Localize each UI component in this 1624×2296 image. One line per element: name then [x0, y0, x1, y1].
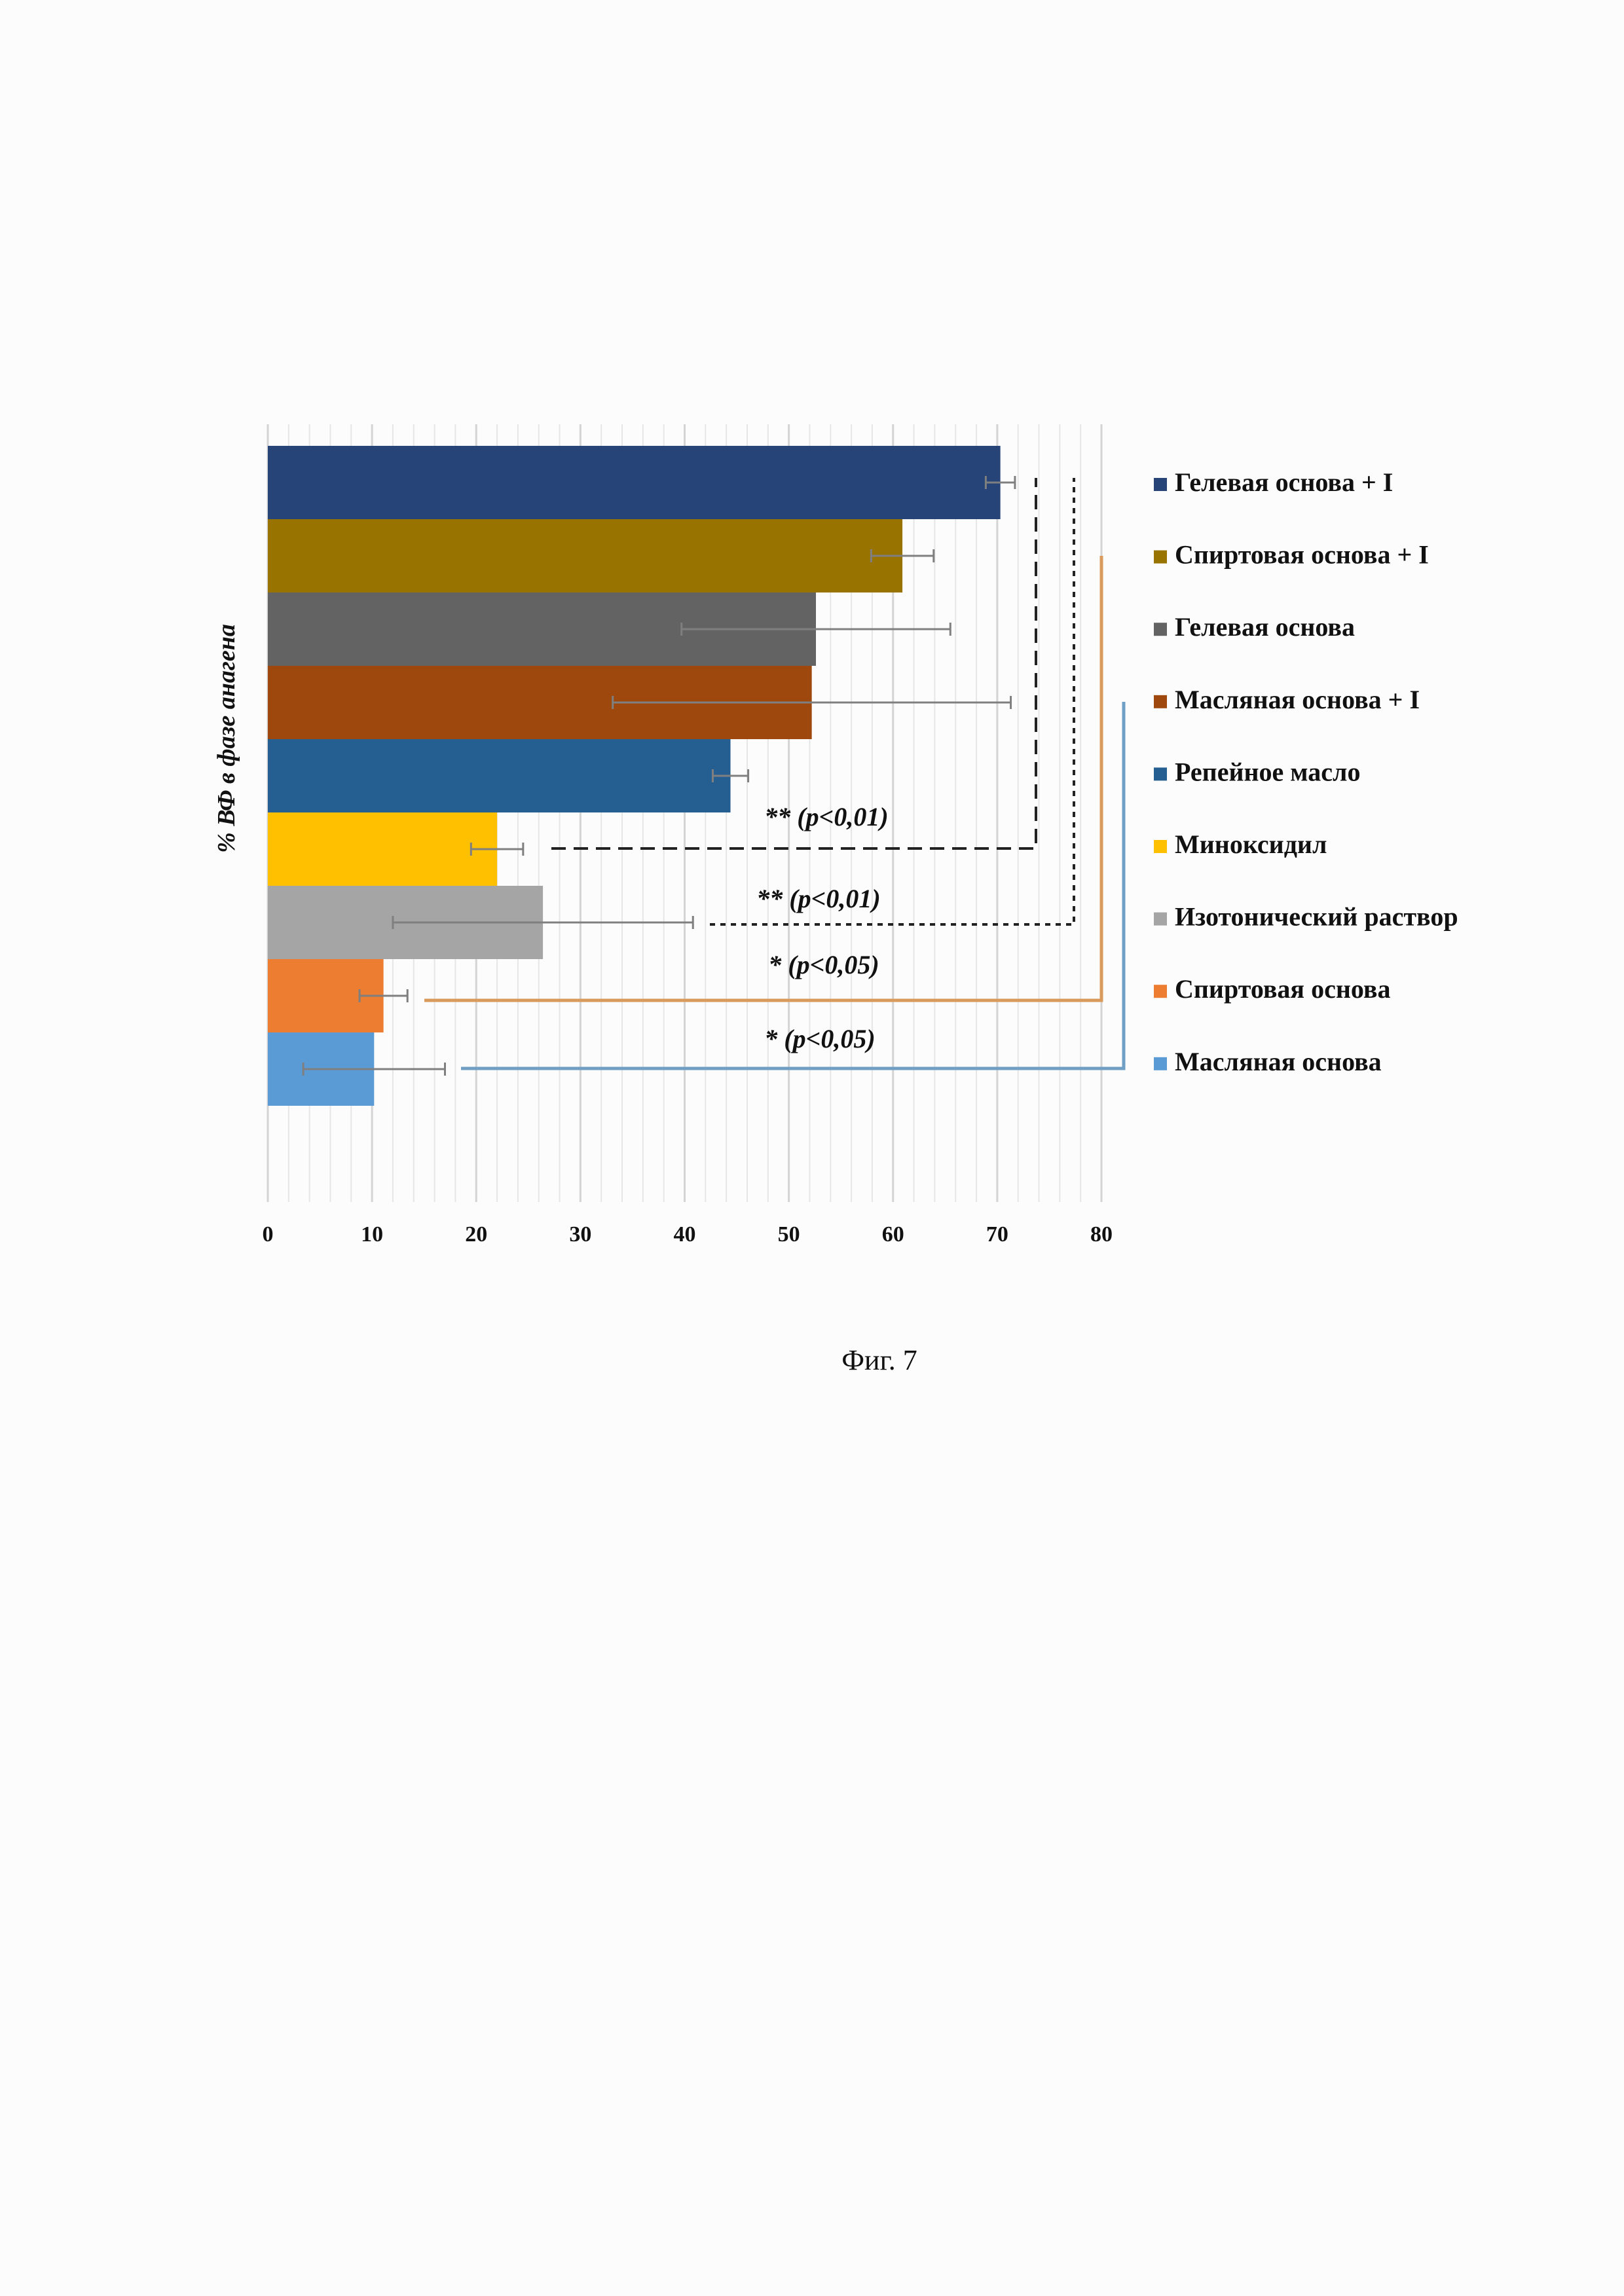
legend-item: Масляная основа + I	[1175, 685, 1420, 714]
legend-swatch	[1154, 767, 1167, 781]
significance-bracket	[424, 556, 1103, 1002]
legend-swatch	[1154, 840, 1167, 853]
significance-bracket	[551, 478, 1037, 850]
legend-item: Масляная основа	[1175, 1047, 1382, 1076]
significance-label: ** (p<0,01)	[756, 884, 880, 913]
legend-swatch	[1154, 623, 1167, 636]
significance-bracket	[710, 478, 1075, 926]
x-tick-label: 30	[569, 1222, 591, 1247]
bar	[268, 519, 903, 592]
legend-item: Спиртовая основа	[1175, 974, 1390, 1004]
x-tick-label: 70	[986, 1222, 1008, 1247]
x-tick-label: 60	[882, 1222, 904, 1247]
x-tick-label: 50	[778, 1222, 800, 1247]
legend: Гелевая основа + I Спиртовая основа + I Ге…	[1154, 467, 1458, 1076]
x-tick-label: 10	[361, 1222, 383, 1247]
legend-swatch	[1154, 478, 1167, 491]
legend-item: Репейное масло	[1175, 757, 1360, 786]
legend-item: Гелевая основа	[1175, 612, 1355, 642]
figure-caption: Фиг. 7	[841, 1344, 917, 1376]
legend-swatch	[1154, 985, 1167, 998]
bar	[268, 739, 731, 812]
bar	[268, 446, 1001, 519]
significance-brackets: ** (p<0,01) ** (p<0,01) * (p<0,05) * (p<0,0…	[424, 478, 1126, 1070]
x-tick-label: 80	[1090, 1222, 1113, 1247]
error-bars	[302, 476, 1016, 1076]
legend-item: Гелевая основа + I	[1175, 467, 1393, 497]
legend-item: Спиртовая основа + I	[1175, 540, 1429, 570]
legend-swatch	[1154, 1057, 1167, 1070]
bars	[268, 446, 1001, 1106]
legend-item: Изотонический раствор	[1175, 902, 1458, 932]
bar	[268, 812, 498, 886]
significance-label: ** (p<0,01)	[764, 802, 888, 831]
legend-swatch	[1154, 695, 1167, 708]
significance-label: * (p<0,05)	[768, 950, 879, 979]
legend-item: Миноксидил	[1175, 829, 1327, 859]
legend-swatch	[1154, 912, 1167, 926]
x-tick-label: 20	[465, 1222, 487, 1247]
x-tick-label: 40	[674, 1222, 696, 1247]
significance-label: * (p<0,05)	[764, 1024, 875, 1053]
y-axis-label: % ВФ в фазе анагена	[213, 624, 240, 853]
significance-bracket	[461, 702, 1126, 1070]
x-tick-label: 0	[263, 1222, 274, 1247]
legend-swatch	[1154, 550, 1167, 564]
x-axis-ticks: 0 10 20 30 40 50 60 70 80	[263, 1222, 1113, 1247]
